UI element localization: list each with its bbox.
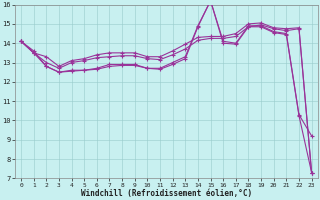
X-axis label: Windchill (Refroidissement éolien,°C): Windchill (Refroidissement éolien,°C) — [81, 189, 252, 198]
